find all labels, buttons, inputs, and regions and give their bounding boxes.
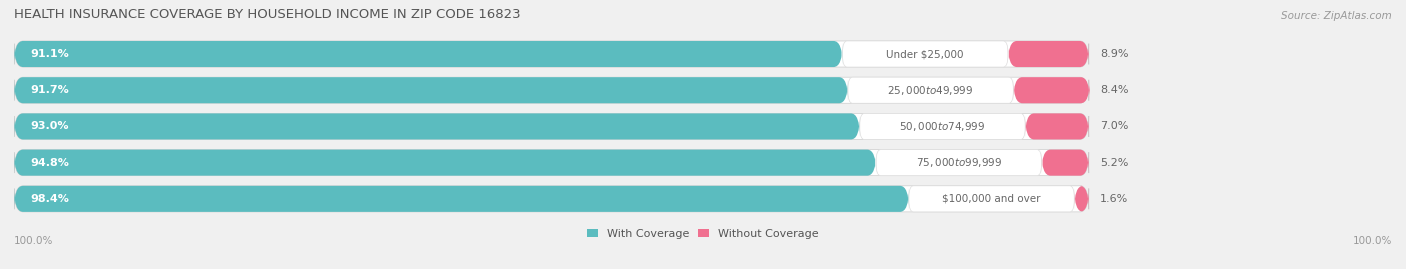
Text: 7.0%: 7.0% — [1099, 121, 1128, 132]
Text: 5.2%: 5.2% — [1099, 158, 1128, 168]
FancyBboxPatch shape — [1014, 77, 1090, 103]
FancyBboxPatch shape — [1025, 114, 1088, 139]
FancyBboxPatch shape — [14, 186, 1088, 212]
Text: 93.0%: 93.0% — [31, 121, 69, 132]
FancyBboxPatch shape — [14, 150, 1088, 176]
Text: 100.0%: 100.0% — [14, 236, 53, 246]
Text: HEALTH INSURANCE COVERAGE BY HOUSEHOLD INCOME IN ZIP CODE 16823: HEALTH INSURANCE COVERAGE BY HOUSEHOLD I… — [14, 8, 520, 21]
Text: 100.0%: 100.0% — [1353, 236, 1392, 246]
Text: 1.6%: 1.6% — [1099, 194, 1128, 204]
FancyBboxPatch shape — [14, 150, 876, 176]
FancyBboxPatch shape — [14, 186, 908, 212]
Text: 8.9%: 8.9% — [1099, 49, 1129, 59]
FancyBboxPatch shape — [1042, 150, 1088, 176]
FancyBboxPatch shape — [14, 77, 848, 103]
Legend: With Coverage, Without Coverage: With Coverage, Without Coverage — [582, 224, 824, 243]
FancyBboxPatch shape — [848, 77, 1014, 103]
Text: $75,000 to $99,999: $75,000 to $99,999 — [915, 156, 1002, 169]
Text: $100,000 and over: $100,000 and over — [942, 194, 1040, 204]
Text: $50,000 to $74,999: $50,000 to $74,999 — [900, 120, 986, 133]
Text: $25,000 to $49,999: $25,000 to $49,999 — [887, 84, 974, 97]
FancyBboxPatch shape — [1074, 186, 1088, 212]
Text: 98.4%: 98.4% — [31, 194, 69, 204]
Text: 91.1%: 91.1% — [31, 49, 69, 59]
FancyBboxPatch shape — [14, 77, 1088, 103]
FancyBboxPatch shape — [1008, 41, 1088, 67]
Text: 8.4%: 8.4% — [1101, 85, 1129, 95]
FancyBboxPatch shape — [860, 114, 1025, 139]
Text: 94.8%: 94.8% — [31, 158, 69, 168]
FancyBboxPatch shape — [842, 41, 1008, 67]
Text: 91.7%: 91.7% — [31, 85, 69, 95]
FancyBboxPatch shape — [14, 114, 1088, 139]
FancyBboxPatch shape — [908, 186, 1074, 212]
FancyBboxPatch shape — [14, 114, 860, 139]
FancyBboxPatch shape — [14, 41, 842, 67]
Text: Source: ZipAtlas.com: Source: ZipAtlas.com — [1281, 11, 1392, 21]
FancyBboxPatch shape — [876, 150, 1042, 176]
Text: Under $25,000: Under $25,000 — [886, 49, 965, 59]
FancyBboxPatch shape — [14, 41, 1088, 67]
